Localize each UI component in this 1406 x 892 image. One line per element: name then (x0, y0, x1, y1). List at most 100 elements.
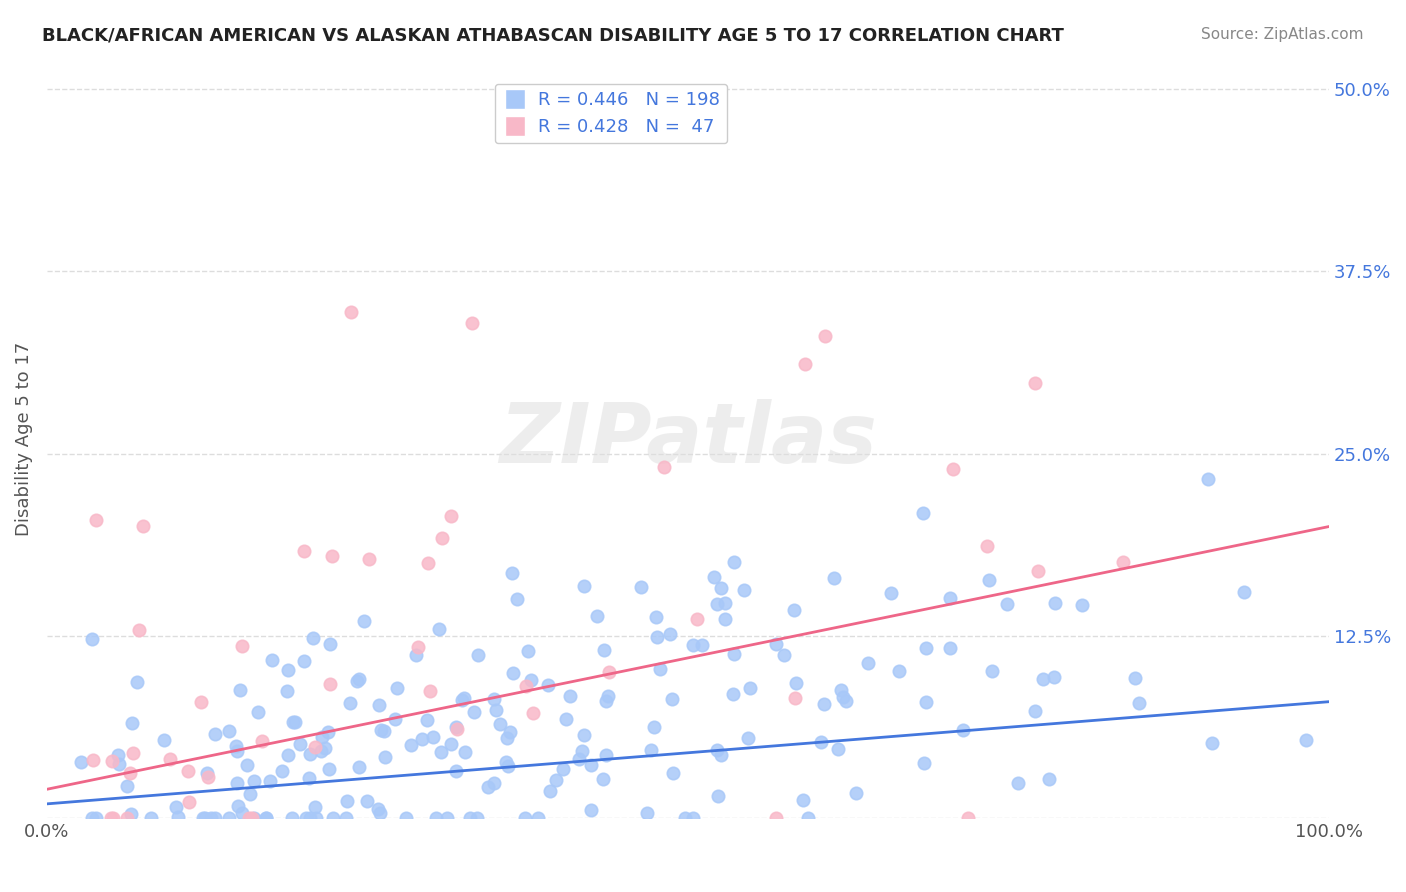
Point (80, 812, 103, 826)
Point (579, 803, 602, 817)
Point (593, 643, 616, 657)
Point (714, 612, 737, 626)
Point (1028, 564, 1050, 578)
Point (346, 674, 368, 689)
Point (568, 752, 591, 766)
Text: ZIPatlas: ZIPatlas (499, 399, 877, 480)
Point (939, 591, 962, 605)
Point (495, 756, 517, 770)
Point (1007, 775, 1029, 789)
Point (425, 812, 447, 826)
Point (595, 748, 617, 763)
Point (707, 789, 730, 803)
Point (292, 654, 315, 668)
Point (648, 662, 671, 676)
Point (527, 812, 550, 826)
Point (858, 657, 880, 671)
Point (121, 715, 143, 730)
Point (636, 805, 658, 820)
Point (477, 780, 499, 794)
Point (405, 648, 427, 662)
Point (1201, 736, 1223, 750)
Point (436, 812, 458, 826)
Point (551, 762, 574, 776)
Point (318, 762, 340, 776)
Point (177, 764, 200, 778)
Point (117, 812, 139, 826)
Point (195, 766, 218, 780)
Point (957, 812, 980, 826)
Point (298, 747, 321, 761)
Point (640, 743, 662, 757)
Point (153, 732, 176, 747)
Point (772, 648, 794, 662)
Point (723, 687, 745, 701)
Point (69, 755, 91, 769)
Point (645, 609, 668, 624)
Point (82, 632, 104, 646)
Point (723, 555, 745, 569)
Point (1123, 671, 1146, 685)
Point (295, 812, 318, 826)
Point (411, 731, 433, 746)
Point (454, 745, 477, 759)
Point (238, 812, 260, 826)
Point (995, 597, 1018, 611)
Point (200, 812, 222, 826)
Point (482, 692, 505, 706)
Point (243, 774, 266, 789)
Point (1043, 596, 1066, 610)
Point (319, 677, 342, 691)
Point (84, 513, 107, 527)
Point (440, 737, 463, 751)
Point (283, 714, 305, 729)
Point (339, 696, 361, 710)
Point (229, 683, 252, 698)
Point (785, 676, 807, 690)
Point (458, 812, 481, 826)
Point (495, 731, 517, 746)
Point (710, 581, 733, 595)
Point (277, 747, 299, 762)
Point (813, 329, 835, 343)
Point (686, 612, 709, 626)
Point (108, 757, 131, 772)
Point (243, 812, 266, 826)
Point (1043, 670, 1066, 684)
Point (250, 734, 273, 748)
Point (254, 812, 277, 826)
Point (335, 812, 357, 826)
Point (125, 674, 148, 689)
Point (101, 812, 124, 826)
Point (1128, 696, 1150, 710)
Point (347, 672, 370, 686)
Point (823, 571, 845, 585)
Point (276, 684, 298, 698)
Point (297, 771, 319, 785)
Point (451, 693, 474, 707)
Text: BLACK/AFRICAN AMERICAN VS ALASKAN ATHABASCAN DISABILITY AGE 5 TO 17 CORRELATION : BLACK/AFRICAN AMERICAN VS ALASKAN ATHABA… (42, 27, 1064, 45)
Point (662, 765, 685, 780)
Point (117, 779, 139, 793)
Point (225, 775, 247, 789)
Point (247, 705, 270, 719)
Point (419, 684, 441, 698)
Point (682, 812, 704, 826)
Point (86, 812, 108, 826)
Point (292, 544, 315, 558)
Point (225, 739, 247, 753)
Point (661, 692, 683, 706)
Point (418, 556, 440, 570)
Point (783, 603, 806, 617)
Point (305, 812, 328, 826)
Point (502, 665, 524, 680)
Point (107, 747, 129, 762)
Point (298, 812, 321, 826)
Point (546, 772, 568, 787)
Point (976, 540, 998, 554)
Point (738, 681, 761, 695)
Point (489, 717, 512, 731)
Point (845, 785, 868, 799)
Point (912, 506, 935, 520)
Point (723, 647, 745, 661)
